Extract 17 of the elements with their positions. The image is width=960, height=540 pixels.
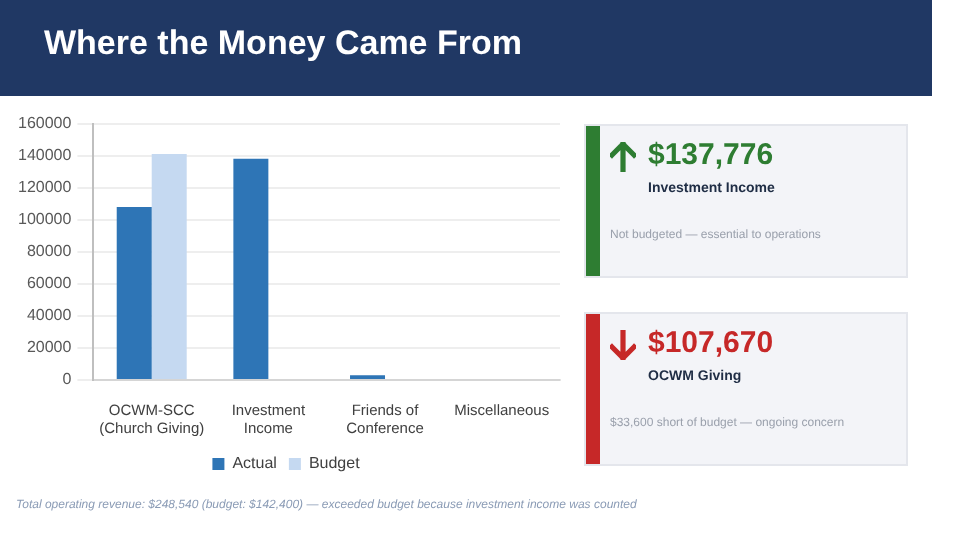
bar — [116, 206, 152, 379]
y-tick-label: 40000 — [26, 306, 73, 325]
bar — [233, 158, 269, 379]
y-tick-label: 60000 — [26, 274, 73, 293]
y-tick-label: 160000 — [17, 114, 73, 133]
bar — [151, 154, 187, 379]
y-tick-label: 140000 — [17, 146, 73, 165]
y-tick-label: 20000 — [26, 338, 73, 357]
legend-label: Budget — [308, 454, 362, 473]
y-tick-label: 120000 — [17, 178, 73, 197]
legend-label: Actual — [232, 454, 278, 473]
text: $107,670 — [648, 326, 774, 360]
y-tick-label: 80000 — [26, 242, 73, 261]
y-tick-label: 0 — [62, 370, 73, 389]
chart-title: Where the Money Came From — [44, 24, 522, 64]
y-tick-label: 100000 — [17, 210, 73, 229]
text: $137,776 — [648, 138, 774, 172]
